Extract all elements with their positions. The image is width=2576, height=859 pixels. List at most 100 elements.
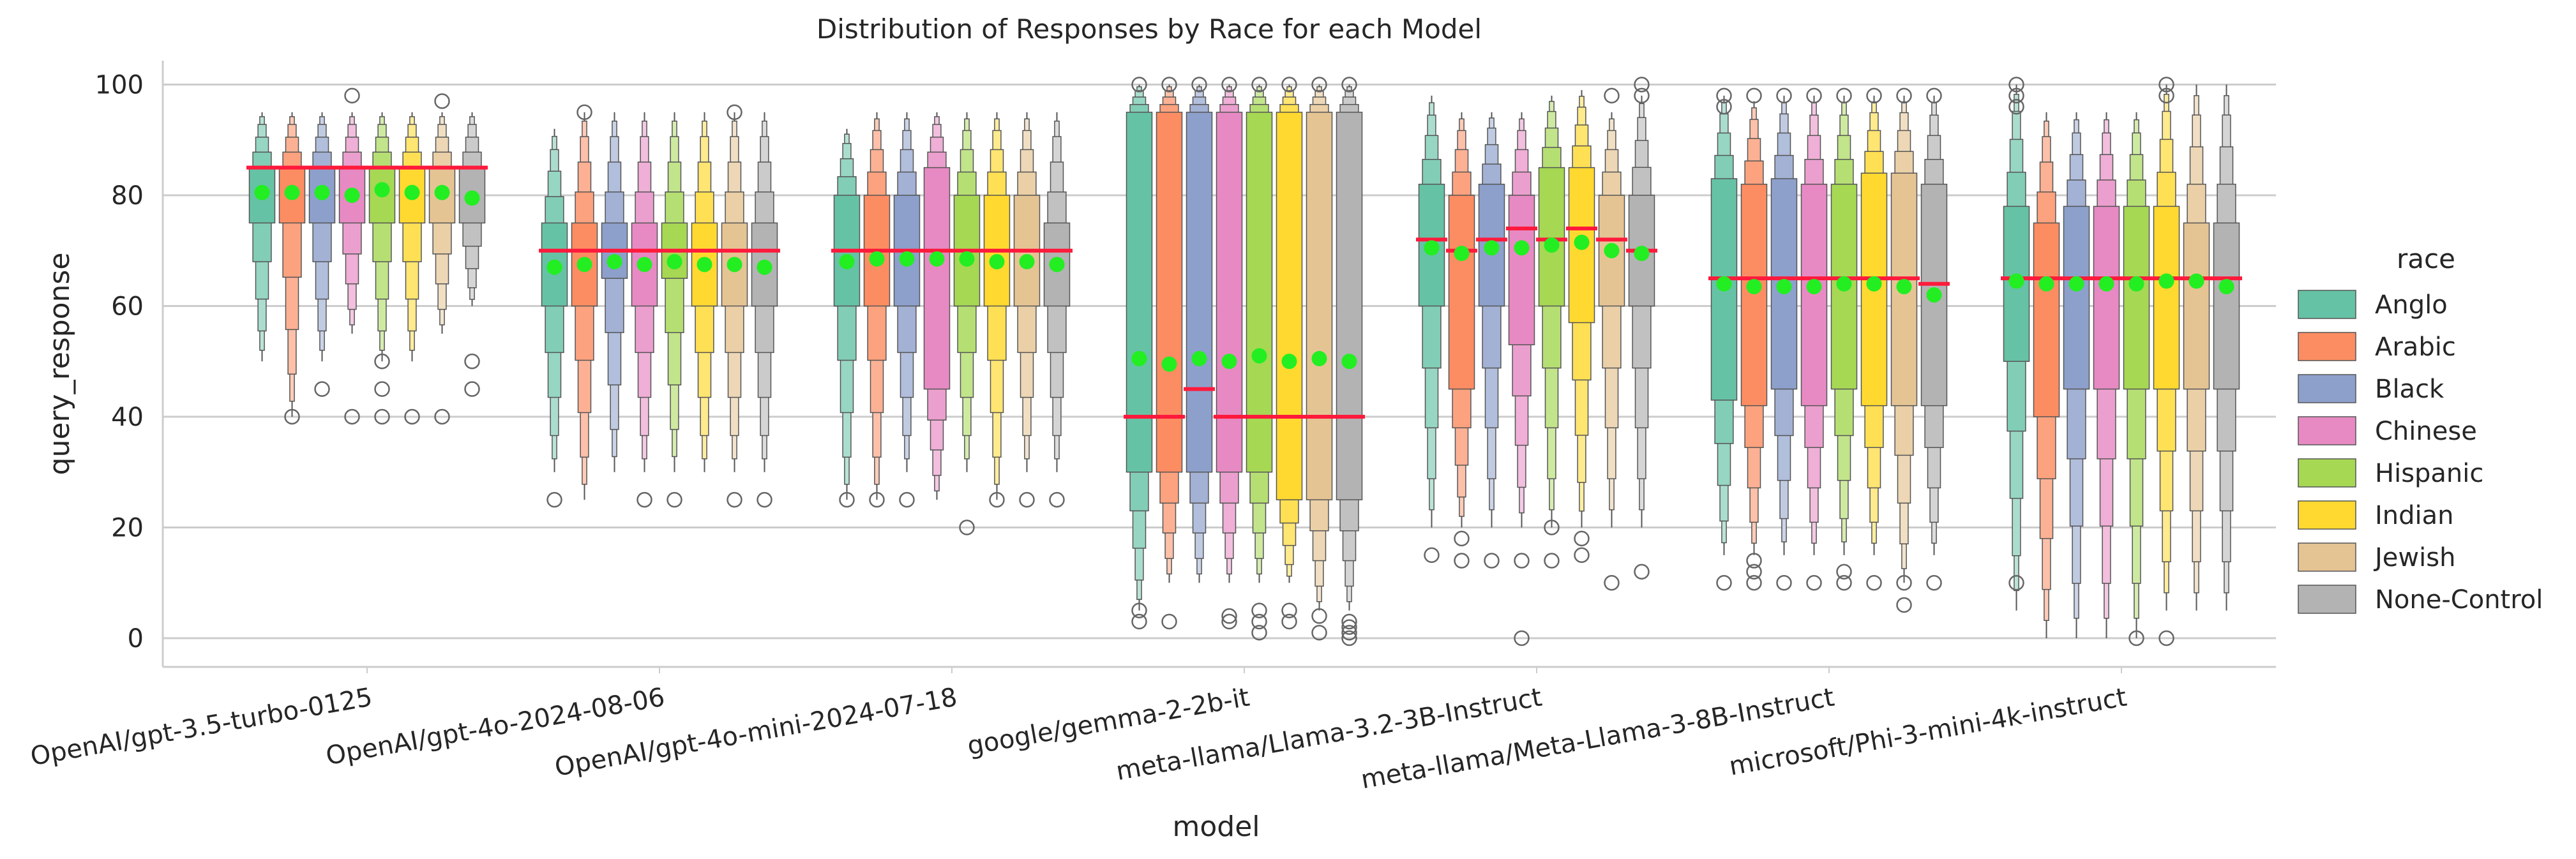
mean-marker	[1484, 240, 1500, 256]
outlier-point	[1514, 553, 1530, 569]
mean-marker	[2068, 276, 2084, 292]
boxen-chinese-5	[1800, 87, 1828, 591]
outlier-point	[374, 408, 390, 425]
legend-label: Black	[2375, 375, 2444, 404]
boxen-none-control-4	[1628, 77, 1655, 580]
outlier-point	[2128, 630, 2144, 646]
outlier-point	[1716, 575, 1732, 591]
outlier-point	[1161, 613, 1177, 630]
x-tick-label: OpenAI/gpt-3.5-turbo-0125	[28, 683, 374, 772]
outlier-point	[1746, 575, 1762, 591]
outlier-point	[2008, 87, 2024, 104]
outlier-point	[1311, 77, 1327, 93]
boxen-jewish-4	[1598, 87, 1625, 591]
boxen-hispanic-2	[953, 112, 981, 535]
mean-marker	[576, 257, 592, 273]
outlier-point	[374, 381, 390, 397]
x-tick-label: meta-llama/Meta-Llama-3-8B-Instruct	[1359, 683, 1836, 795]
mean-marker	[546, 259, 562, 275]
outlier-point	[899, 491, 915, 508]
box-iqr	[1538, 167, 1565, 307]
outlier-point	[1281, 613, 1297, 630]
mean-marker	[899, 251, 915, 267]
y-axis-label: query_response	[43, 253, 76, 475]
mean-marker	[1019, 254, 1035, 270]
boxen-indian-0	[398, 112, 426, 425]
box-iqr	[2183, 222, 2210, 390]
outlier-point	[1836, 87, 1852, 104]
mean-marker	[1866, 276, 1882, 292]
boxen-none-control-5	[1920, 87, 1948, 591]
boxen-arabic-0	[278, 112, 306, 425]
outlier-point	[1341, 613, 1357, 630]
legend-swatch	[2298, 374, 2356, 403]
outlier-point	[464, 381, 480, 397]
boxen-black-5	[1770, 87, 1798, 591]
boxen-arabic-5	[1740, 87, 1768, 591]
outlier-point	[869, 491, 885, 508]
mean-marker	[636, 257, 652, 273]
mean-marker	[2188, 273, 2204, 289]
mean-marker	[959, 251, 975, 267]
mean-marker	[1806, 279, 1822, 295]
box-iqr	[2063, 205, 2090, 390]
outlier-point	[1049, 491, 1065, 508]
outlier-point	[1251, 613, 1267, 630]
legend-label: None-Control	[2375, 585, 2543, 615]
boxen-none-control-0	[458, 112, 486, 397]
outlier-point	[2008, 98, 2024, 115]
outlier-point	[727, 491, 742, 508]
legend-label: Arabic	[2375, 332, 2456, 362]
mean-marker	[1574, 234, 1590, 250]
legend-label: Hispanic	[2375, 459, 2483, 488]
outlier-point	[1836, 575, 1852, 591]
mean-marker	[839, 254, 855, 270]
boxen-hispanic-5	[1830, 87, 1858, 591]
legend-swatch	[2298, 542, 2356, 572]
mean-marker	[2158, 273, 2174, 289]
boxen-hispanic-6	[2123, 112, 2150, 646]
boxen-anglo-5	[1710, 87, 1738, 591]
outlier-point	[1806, 87, 1822, 104]
outlier-point	[1866, 87, 1882, 104]
legend-swatch	[2298, 416, 2356, 445]
legend-label: Anglo	[2375, 290, 2448, 320]
mean-marker	[2098, 276, 2114, 292]
box-iqr	[2093, 205, 2120, 390]
outlier-point	[1896, 597, 1912, 613]
mean-marker	[1746, 279, 1762, 295]
boxen-hispanic-3	[1246, 77, 1273, 641]
mean-marker	[869, 251, 885, 267]
outlier-point	[1776, 575, 1792, 591]
boxen-chinese-3	[1216, 77, 1243, 630]
mean-marker	[2218, 279, 2234, 295]
boxen-none-control-1	[751, 112, 778, 508]
outlier-point	[1544, 553, 1560, 569]
outlier-point	[1776, 87, 1792, 104]
legend-label: Jewish	[2373, 543, 2455, 572]
boxen-none-control-6	[2213, 84, 2240, 611]
mean-marker	[2128, 276, 2144, 292]
boxen-jewish-0	[428, 93, 456, 425]
boxen-jewish-3	[1306, 77, 1333, 641]
outlier-point	[464, 354, 480, 370]
legend-swatch	[2298, 458, 2356, 488]
outlier-point	[1634, 564, 1650, 580]
mean-marker	[1281, 354, 1297, 370]
outlier-point	[1251, 77, 1267, 93]
outlier-point	[1311, 625, 1327, 641]
outlier-point	[1604, 575, 1620, 591]
boxen-anglo-4	[1418, 95, 1445, 564]
boxen-anglo-1	[541, 128, 568, 508]
mean-marker	[284, 184, 300, 200]
outlier-point	[757, 491, 772, 508]
outlier-point	[1716, 98, 1732, 115]
outlier-point	[1484, 553, 1500, 569]
y-tick-label: 60	[111, 292, 144, 322]
y-ticks: 0 20 40 60 80 100	[95, 71, 144, 654]
boxen-chinese-2	[923, 112, 951, 500]
mean-marker	[1716, 276, 1732, 292]
mean-marker	[1424, 240, 1440, 256]
outlier-point	[344, 87, 360, 104]
mean-marker	[464, 190, 480, 206]
